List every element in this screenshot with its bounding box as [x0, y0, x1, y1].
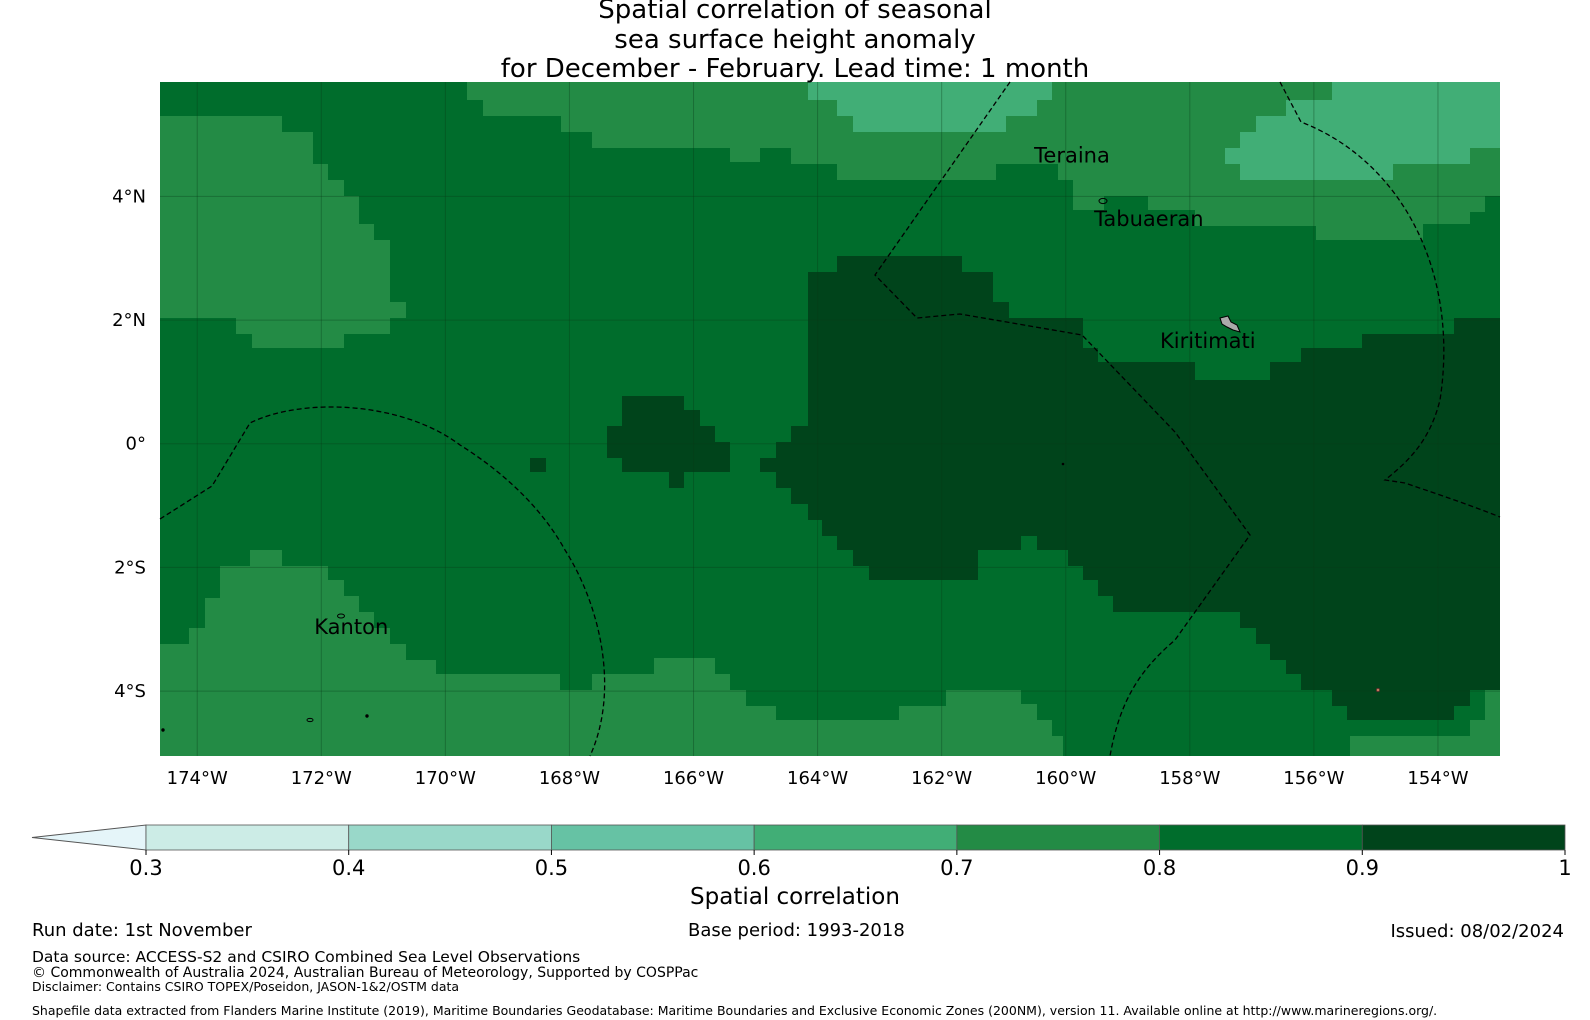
longitude-tick-label: 166°W [663, 768, 724, 789]
longitude-tick-label: 168°W [539, 768, 600, 789]
longitude-tick-label: 164°W [787, 768, 848, 789]
island-small-2 [365, 714, 369, 718]
longitude-tick-label: 156°W [1283, 768, 1344, 789]
colorbar-tick-label: 0.5 [535, 856, 568, 880]
field-patch-top-mid-light [808, 82, 1052, 132]
island-tabuaeran-shape [1098, 197, 1108, 205]
copyright: © Commonwealth of Australia 2024, Austra… [32, 965, 699, 981]
latitude-tick-label: 2°N [112, 310, 146, 331]
map-title: Spatial correlation of seasonal sea surf… [0, 0, 1590, 85]
title-line-3: for December - February. Lead time: 1 mo… [500, 54, 1090, 84]
colorbar-tick-label: 0.9 [1346, 856, 1379, 880]
correlation-field [160, 82, 1500, 756]
island-kanton-shape [337, 613, 345, 619]
island-kiritimati-shape [1219, 315, 1241, 333]
colorbar-segment [348, 824, 552, 851]
island-small-4 [1376, 688, 1380, 692]
title-line-2: sea surface height anomaly [614, 24, 976, 55]
title-line-1: Spatial correlation of seasonal [598, 0, 992, 25]
colorbar-tick-label: 0.4 [332, 856, 365, 880]
longitude-tick-label: 162°W [911, 768, 972, 789]
longitude-tick-label: 158°W [1159, 768, 1220, 789]
latitude-tick-label: 0° [126, 434, 146, 455]
data-source: Data source: ACCESS-S2 and CSIRO Combine… [32, 948, 581, 966]
colorbar-segment [551, 824, 755, 851]
colorbar-segment [1361, 824, 1566, 851]
eez-boundary-line-north [874, 81, 1251, 757]
field-patch-equator-strong [607, 396, 730, 488]
issued-date: Issued: 08/02/2024 [1390, 921, 1564, 942]
longitude-labels: 174°W 172°W 170°W 168°W 166°W 164°W 162°W 160°W… [167, 768, 1469, 789]
place-label-teraina: Teraina [1033, 143, 1110, 167]
field-patch-top-right-light [1225, 82, 1500, 180]
colorbar-segment [753, 824, 958, 851]
colorbar-segment [145, 824, 350, 851]
colorbar-tick-label: 1 [1558, 856, 1571, 880]
run-date: Run date: 1st November [32, 920, 252, 941]
place-label-tabuaeran: Tabuaeran [1093, 207, 1203, 231]
colorbar-tick-label: 0.6 [737, 856, 770, 880]
disclaimer: Disclaimer: Contains CSIRO TOPEX/Poseido… [32, 979, 460, 994]
field-pixel-strong [530, 458, 546, 472]
island-small-1 [306, 717, 314, 723]
field-patch-upper-left [160, 116, 406, 348]
island-small-5 [1061, 462, 1065, 466]
colorbar-tick-label: 0.8 [1143, 856, 1176, 880]
longitude-tick-label: 170°W [415, 768, 476, 789]
field-patch-lower-left [160, 550, 1063, 756]
field-patch-lower-right [1350, 690, 1500, 756]
latitude-tick-label: 4°S [114, 681, 146, 702]
colorbar-segment [956, 824, 1160, 851]
eez-boundary-phoenix [159, 406, 606, 757]
longitude-tick-label: 172°W [291, 768, 352, 789]
graticule [160, 82, 1500, 756]
eez-boundaries [159, 81, 1501, 757]
colorbar: 0.3 0.4 0.5 0.6 0.7 0.8 0.9 1 [31, 824, 1572, 880]
colorbar-tick-label: 0.3 [129, 856, 162, 880]
eez-boundary-line-east [1279, 81, 1501, 518]
shapefile-credit: Shapefile data extracted from Flanders M… [32, 1003, 1438, 1018]
latitude-tick-label: 2°S [114, 557, 146, 578]
latitude-labels: 4°N 2°N 0° 2°S 4°S [112, 186, 146, 702]
place-label-kanton: Kanton [314, 615, 388, 639]
colorbar-tick-label: 0.7 [940, 856, 973, 880]
colorbar-label: Spatial correlation [690, 884, 900, 910]
place-labels: Teraina Tabuaeran Kiritimati Kanton [314, 143, 1255, 639]
longitude-tick-label: 174°W [167, 768, 228, 789]
latitude-tick-label: 4°N [112, 186, 146, 207]
field-patch-east-strong [760, 256, 1500, 720]
longitude-tick-label: 160°W [1035, 768, 1096, 789]
colorbar-under-arrow [31, 824, 147, 851]
longitude-tick-label: 154°W [1407, 768, 1468, 789]
field-patch-top-band [467, 82, 1500, 240]
islands [161, 197, 1380, 732]
colorbar-segment [1159, 824, 1363, 851]
island-small-3 [161, 728, 165, 732]
base-period: Base period: 1993-2018 [688, 920, 905, 941]
place-label-kiritimati: Kiritimati [1160, 329, 1256, 353]
